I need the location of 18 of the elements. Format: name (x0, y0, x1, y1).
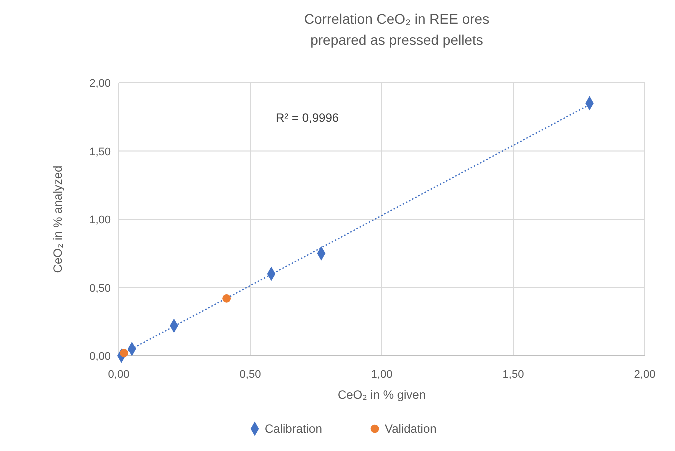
x-tick-label: 1,50 (502, 369, 524, 381)
legend-label: Validation (385, 422, 437, 436)
chart-title: Correlation CeO₂ in REE ores prepared as pressed pellets (304, 11, 490, 48)
x-axis-title: CeO₂ in % given (338, 388, 426, 402)
x-tick-label: 0,50 (240, 369, 262, 381)
point (222, 294, 232, 303)
annotation: R² = 0,9996 (276, 111, 340, 125)
y-tick-label: 0,50 (90, 282, 111, 295)
x-tick-label: 1,00 (371, 369, 393, 381)
x-tick-label: 0,00 (108, 369, 130, 381)
y-tick-label: 1,50 (90, 146, 111, 158)
x-tick-label: 2,00 (634, 369, 656, 381)
y-tick-label: 0,00 (90, 351, 111, 363)
y-axis-title: CeO₂ in % analyzed (51, 166, 65, 274)
point (120, 349, 128, 358)
legend-label: Calibration (265, 422, 322, 436)
y-tick-label: 2,00 (90, 78, 111, 90)
y-tick-label: 1,00 (90, 214, 111, 226)
